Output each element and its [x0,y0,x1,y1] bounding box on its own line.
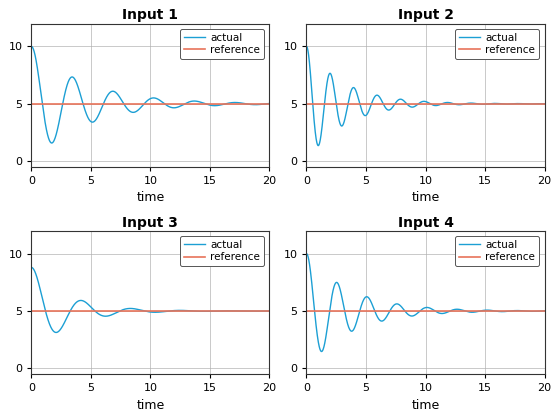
reference [315,101,322,106]
X-axis label: time: time [136,192,165,205]
actual [130,110,137,115]
actual [330,84,337,89]
actual [266,101,273,106]
actual [395,98,402,103]
Title: Input 3: Input 3 [123,215,178,230]
reference [315,308,322,313]
actual [53,330,59,335]
reference [40,101,46,106]
actual [405,103,412,108]
actual [344,102,351,107]
Line: actual: actual [31,268,269,333]
Title: Input 2: Input 2 [398,8,454,22]
reference [28,101,35,106]
actual [511,101,517,106]
Line: actual: actual [306,47,545,146]
actual [28,265,35,270]
actual [55,122,62,127]
actual [536,101,543,106]
actual [318,349,325,354]
Legend: actual, reference: actual, reference [455,29,539,59]
actual [405,312,412,317]
actual [119,307,126,312]
actual [542,101,548,106]
actual [262,101,268,106]
actual [236,308,242,313]
X-axis label: time: time [412,399,440,412]
actual [266,308,273,313]
reference [303,101,310,106]
reference [28,308,35,313]
Line: actual: actual [306,254,545,352]
Legend: actual, reference: actual, reference [180,29,264,59]
actual [330,285,337,290]
actual [48,140,55,145]
reference [40,308,46,313]
actual [542,308,548,313]
actual [55,329,62,334]
actual [315,143,321,148]
actual [511,308,517,313]
Title: Input 4: Input 4 [398,215,454,230]
actual [344,322,351,327]
Legend: actual, reference: actual, reference [180,236,264,266]
Line: actual: actual [31,47,269,143]
reference [303,308,310,313]
actual [395,302,402,307]
actual [236,100,242,105]
X-axis label: time: time [136,399,165,412]
actual [130,306,137,311]
actual [536,309,543,314]
X-axis label: time: time [412,192,440,205]
Title: Input 1: Input 1 [123,8,179,22]
actual [262,309,268,314]
Legend: actual, reference: actual, reference [455,236,539,266]
actual [69,75,76,80]
actual [28,44,35,49]
actual [303,44,310,49]
actual [69,304,76,309]
actual [303,251,310,256]
actual [119,100,126,105]
